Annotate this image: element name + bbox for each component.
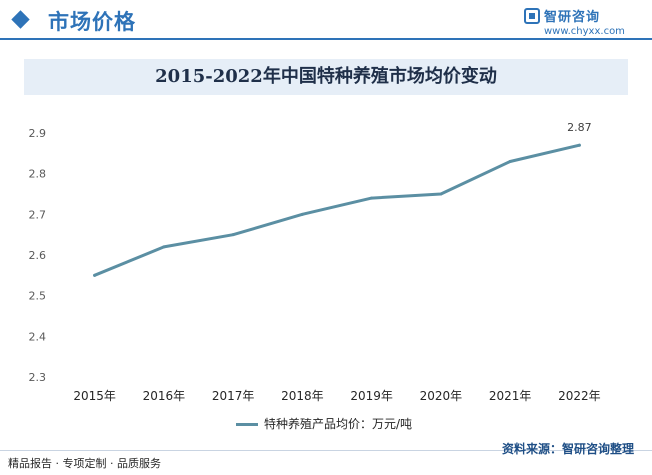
x-tick-label: 2019年 bbox=[350, 389, 393, 403]
x-tick-label: 2015年 bbox=[73, 389, 116, 403]
x-tick-label: 2018年 bbox=[281, 389, 324, 403]
data-point bbox=[508, 159, 512, 163]
footer-divider bbox=[0, 450, 652, 451]
logo-icon bbox=[524, 8, 540, 24]
y-tick-label: 2.3 bbox=[29, 371, 47, 384]
chart-title: 2015-2022年中国特种养殖市场均价变动 bbox=[155, 66, 497, 87]
data-point bbox=[577, 143, 581, 147]
footer-source: 资料来源：智研咨询整理 bbox=[501, 442, 634, 456]
x-tick-label: 2022年 bbox=[558, 389, 601, 403]
data-point bbox=[162, 245, 166, 249]
x-tick-label: 2021年 bbox=[489, 389, 532, 403]
series-layer bbox=[93, 143, 581, 277]
logo-name: 智研咨询 bbox=[544, 10, 601, 25]
data-point bbox=[439, 192, 443, 196]
legend-label: 特种养殖产品均价：万元/吨 bbox=[264, 417, 413, 431]
header-divider bbox=[0, 38, 652, 40]
legend-swatch bbox=[236, 423, 258, 426]
brand-logo: 智研咨询 www.chyxx.com bbox=[524, 6, 634, 40]
x-tick-label: 2017年 bbox=[212, 389, 255, 403]
footer-services: 精品报告 · 专项定制 · 品质服务 bbox=[8, 457, 161, 470]
data-point bbox=[300, 212, 304, 216]
y-tick-label: 2.7 bbox=[29, 208, 47, 221]
data-point bbox=[231, 233, 235, 237]
y-tick-label: 2.9 bbox=[29, 127, 47, 140]
y-tick-label: 2.5 bbox=[29, 290, 47, 303]
data-point bbox=[370, 196, 374, 200]
section-title: 市场价格 bbox=[48, 10, 136, 34]
y-axis: 2.3 2.4 2.5 2.6 2.7 2.8 2.9 bbox=[29, 127, 47, 384]
series-line bbox=[93, 143, 581, 277]
header: 市场价格 智研咨询 www.chyxx.com bbox=[0, 0, 652, 46]
x-tick-label: 2020年 bbox=[420, 389, 463, 403]
x-axis: 2015年 2016年 2017年 2018年 2019年 2020年 2021年 2022年 bbox=[73, 389, 600, 403]
logo-url: www.chyxx.com bbox=[544, 26, 625, 37]
chart-title-bar: 2015-2022年中国特种养殖市场均价变动 bbox=[24, 59, 628, 95]
data-label: 2.87 bbox=[567, 121, 592, 134]
data-point bbox=[93, 273, 97, 277]
y-tick-label: 2.4 bbox=[29, 330, 47, 343]
data-labels: 2.87 bbox=[567, 121, 592, 134]
y-tick-label: 2.6 bbox=[29, 249, 47, 262]
x-tick-label: 2016年 bbox=[143, 389, 186, 403]
y-tick-label: 2.8 bbox=[29, 168, 47, 181]
